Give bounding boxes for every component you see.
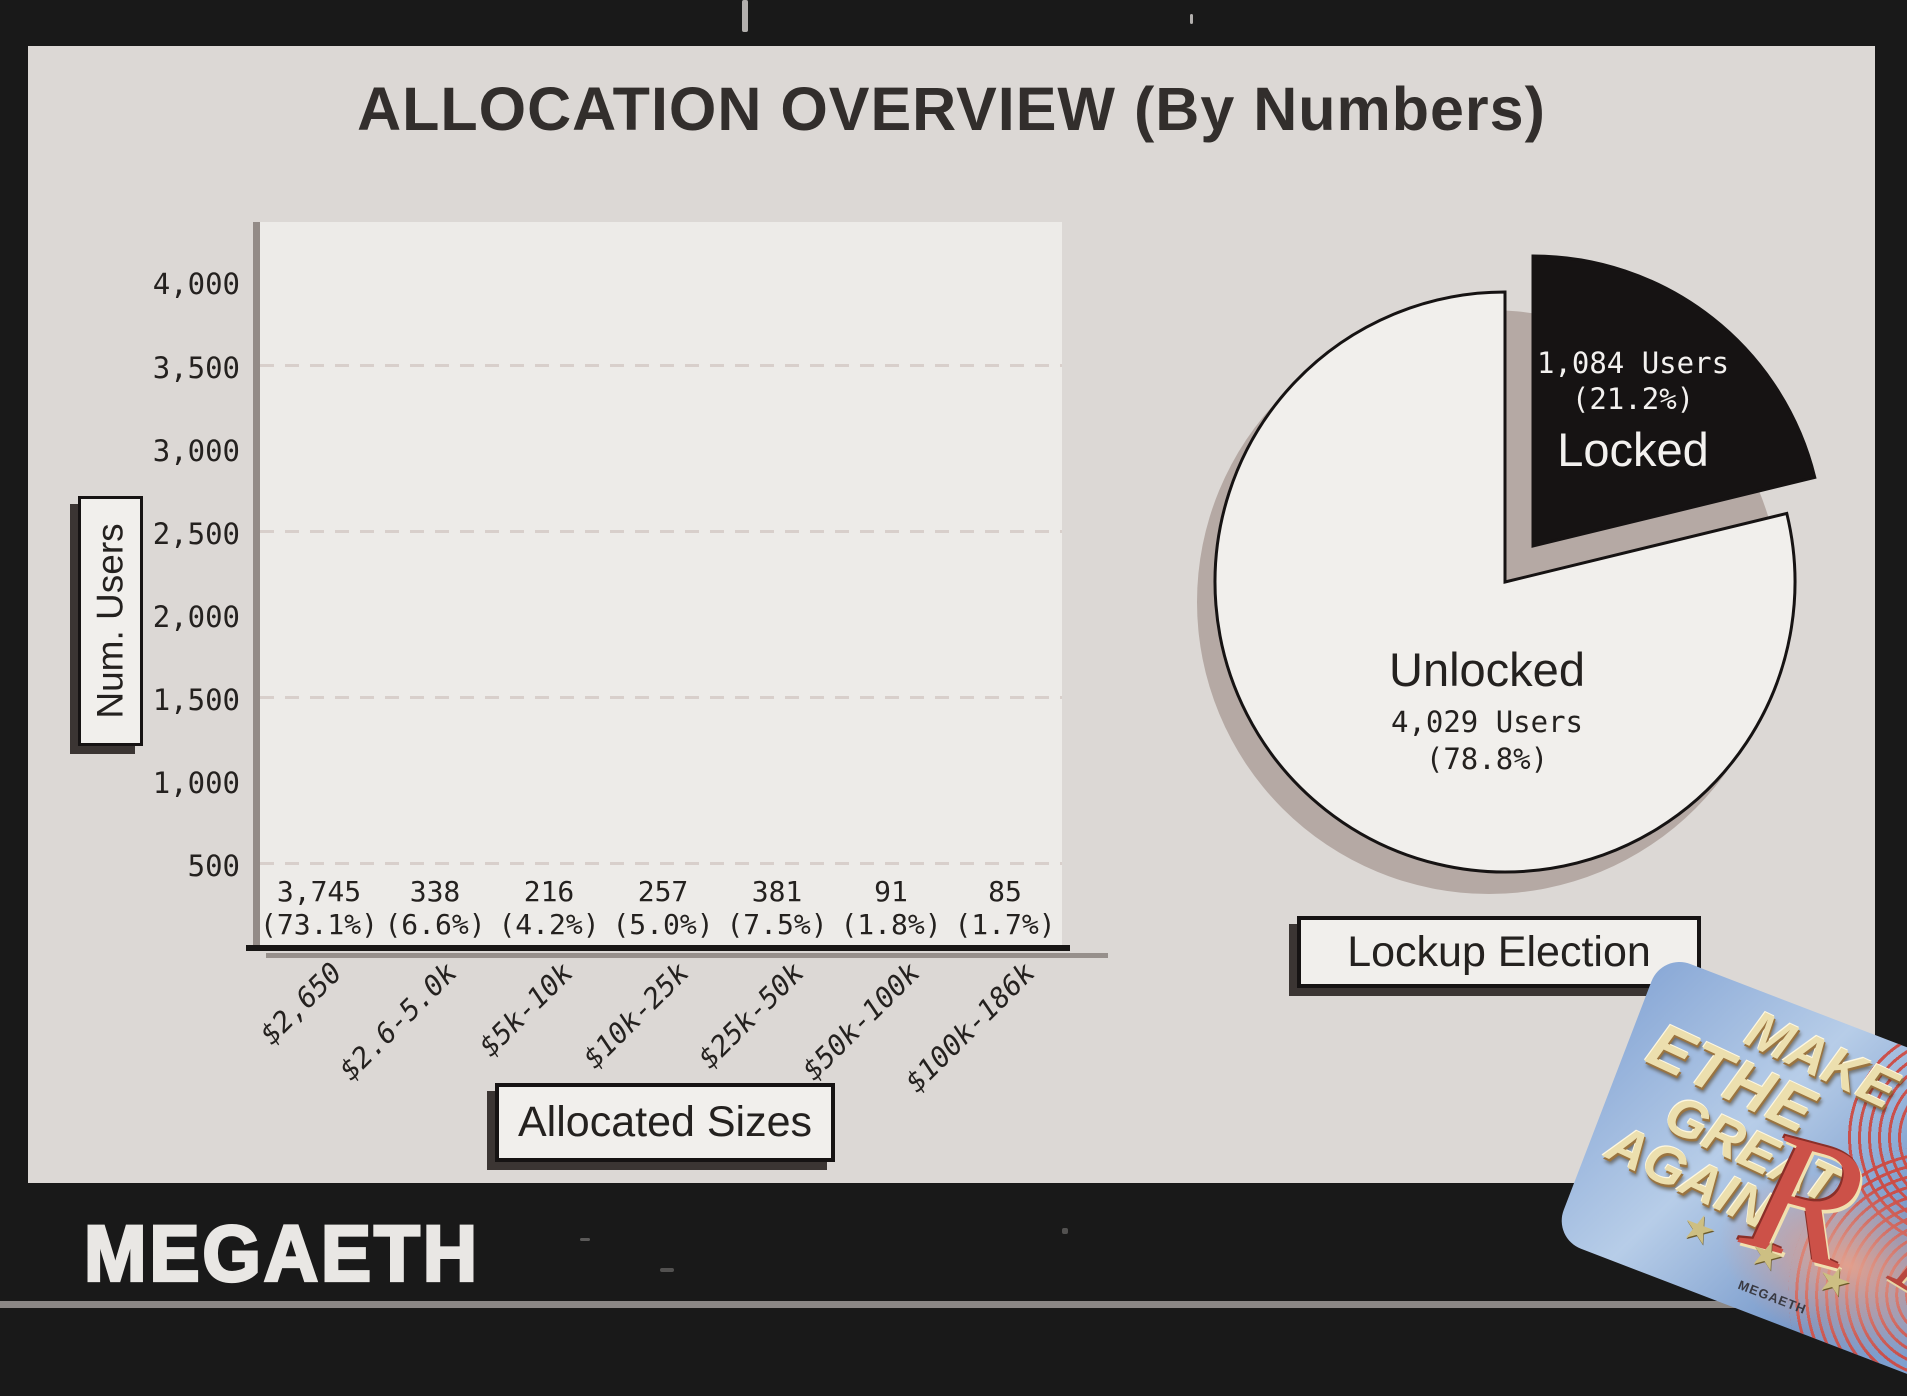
- y-tick-label: 3,000: [152, 433, 240, 468]
- bar-value-label: 257 (5.0%): [612, 874, 714, 941]
- bar-value-label: 85 (1.7%): [954, 874, 1056, 941]
- bar-slot: 85 (1.7%): [948, 875, 1062, 948]
- bar-chart-y-axis: 500 1,000 1,500 2,000 2,500 3,000 3,500 4,000: [28, 222, 240, 948]
- film-grain-speck: [742, 0, 748, 32]
- page-title: ALLOCATION OVERVIEW (By Numbers): [357, 75, 1546, 143]
- bar-slot: 338 (6.6%): [378, 875, 492, 948]
- x-axis-shadow: [266, 953, 1108, 958]
- bottom-strip: [0, 1301, 1907, 1308]
- film-grain-speck: [1062, 1228, 1068, 1234]
- bar-slot: 3,745 (73.1%): [260, 875, 378, 948]
- bar-value-label: 91 (1.8%): [840, 874, 942, 941]
- bar-value-label: 381 (7.5%): [726, 874, 828, 941]
- pie-svg: [1197, 254, 1817, 894]
- y-tick-label: 500: [187, 848, 240, 883]
- y-tick-label: 2,500: [152, 516, 240, 551]
- x-axis-line: [246, 945, 1070, 951]
- y-tick-label: 4,000: [152, 267, 240, 302]
- unlocked-pct: (78.8%): [1425, 741, 1549, 776]
- gridline: [260, 363, 1062, 367]
- unlocked-name: Unlocked: [1389, 643, 1585, 696]
- slide-card: ALLOCATION OVERVIEW (By Numbers) 500 1,00…: [28, 46, 1875, 1183]
- pie-title: Lockup Election: [1347, 927, 1651, 976]
- bar-slot: 381 (7.5%): [720, 875, 834, 948]
- bar-value-label: 3,745 (73.1%): [260, 874, 379, 941]
- film-grain-speck: [1190, 14, 1193, 24]
- pie-label-locked: 1,084 Users (21.2%) Locked: [1537, 345, 1729, 478]
- bar-slots: 3,745 (73.1%) 338 (6.6%) 216 (4.2%) 257 (5.0%) 3…: [260, 222, 1062, 948]
- locked-users: 1,084 Users: [1536, 346, 1730, 380]
- gridline: [260, 695, 1062, 699]
- bar-value-label: 338 (6.6%): [384, 874, 486, 941]
- film-grain-speck: [580, 1238, 590, 1241]
- unlocked-users: 4,029 Users: [1390, 705, 1584, 740]
- x-axis-label-box: Allocated Sizes: [495, 1083, 835, 1162]
- y-axis-label-box: Num. Users: [78, 496, 143, 746]
- y-tick-label: 2,000: [152, 599, 240, 634]
- bar-slot: 257 (5.0%): [606, 875, 720, 948]
- pie-chart: 1,084 Users (21.2%) Locked Unlocked 4,02…: [1160, 250, 1860, 910]
- bar-slot: 216 (4.2%): [492, 875, 606, 948]
- bar-slot: 91 (1.8%): [834, 875, 948, 948]
- y-axis-label: Num. Users: [89, 523, 131, 719]
- x-axis-label: Allocated Sizes: [518, 1098, 812, 1146]
- pie-label-unlocked: Unlocked 4,029 Users (78.8%): [1389, 642, 1585, 777]
- locked-name: Locked: [1557, 422, 1709, 476]
- pie-slice-locked: [1531, 254, 1817, 548]
- megaeth-logo: MEGAETH: [83, 1207, 480, 1298]
- gridline: [260, 861, 1062, 865]
- pie-title-box: Lockup Election: [1297, 916, 1701, 988]
- film-grain-speck: [660, 1268, 674, 1272]
- y-tick-label: 1,000: [152, 765, 240, 800]
- gridline: [260, 529, 1062, 533]
- locked-pct: (21.2%): [1571, 382, 1695, 417]
- bar-value-label: 216 (4.2%): [498, 874, 600, 941]
- pie-slice-unlocked: [1213, 290, 1797, 874]
- bar-plot: 3,745 (73.1%) 338 (6.6%) 216 (4.2%) 257 (5.0%) 3…: [246, 222, 1108, 958]
- y-tick-label: 3,500: [152, 350, 240, 385]
- y-tick-label: 1,500: [152, 682, 240, 717]
